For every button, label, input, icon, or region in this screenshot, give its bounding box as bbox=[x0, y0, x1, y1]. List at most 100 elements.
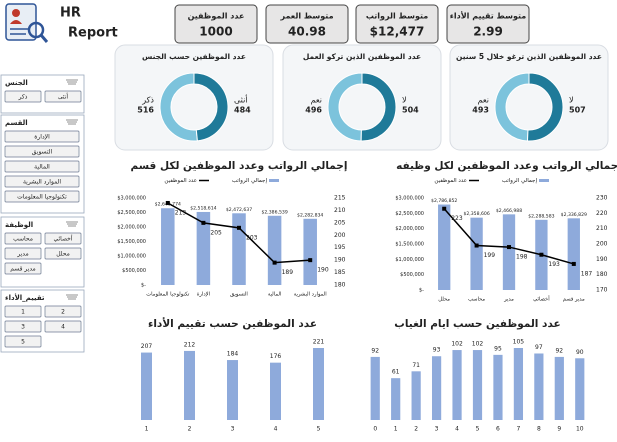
slicer-button[interactable] bbox=[4, 160, 80, 173]
slicer-item[interactable]: محلل bbox=[56, 251, 70, 258]
slicer-button[interactable] bbox=[4, 190, 80, 203]
slicer-item[interactable]: مدير bbox=[16, 251, 28, 258]
slicer-button[interactable] bbox=[4, 130, 80, 143]
donut-category: أنثى bbox=[234, 95, 248, 105]
slicer-item[interactable]: المالية bbox=[34, 164, 50, 171]
bar bbox=[502, 214, 516, 290]
bar-value-label: 176 bbox=[270, 353, 282, 360]
bar bbox=[313, 348, 324, 420]
bar bbox=[470, 217, 483, 290]
slicer-button[interactable] bbox=[44, 232, 82, 245]
bar bbox=[141, 352, 152, 420]
kpi-card bbox=[355, 4, 439, 44]
bar-value-label: 97 bbox=[535, 344, 543, 351]
donut-value: 516 bbox=[137, 106, 154, 115]
x-tick-label: 1 bbox=[394, 426, 398, 433]
slicer-button[interactable] bbox=[4, 90, 42, 103]
slicer-item[interactable]: أنثى bbox=[58, 93, 68, 101]
y2-tick-label: 195 bbox=[334, 244, 346, 251]
kpi-label: متوسط العمر bbox=[279, 12, 333, 21]
donut-category: نعم bbox=[311, 96, 322, 105]
slicer-item[interactable]: أخصائي bbox=[53, 235, 72, 243]
y2-tick-label: 200 bbox=[596, 241, 608, 248]
line-value-label: 205 bbox=[210, 229, 222, 236]
line-value-label: 190 bbox=[317, 267, 329, 274]
slicer-item[interactable]: مدير قسم bbox=[10, 266, 35, 273]
bar-value-label: 221 bbox=[313, 339, 325, 346]
slicer-title: الوظيفة bbox=[5, 221, 33, 229]
slicer-item[interactable]: الموارد البشرية bbox=[23, 179, 61, 186]
y2-tick-label: 190 bbox=[334, 257, 346, 264]
bar bbox=[438, 204, 451, 290]
slicer-item[interactable]: الإدارة bbox=[34, 134, 50, 141]
y-tick-label: $- bbox=[419, 288, 424, 294]
chart-title: عدد الموظفين حسب الجنس bbox=[142, 52, 246, 61]
y-tick-label: $1,000,000 bbox=[117, 254, 146, 260]
slicer-button[interactable] bbox=[4, 145, 80, 158]
slicer-item[interactable]: 2 bbox=[61, 309, 65, 316]
donut-value: 484 bbox=[234, 106, 251, 115]
line-marker bbox=[539, 252, 544, 257]
slicer-button[interactable] bbox=[44, 90, 82, 103]
bar-value-label: 90 bbox=[576, 349, 584, 356]
slicer-item[interactable]: 4 bbox=[61, 324, 65, 331]
bar bbox=[452, 350, 462, 420]
x-tick-label: 9 bbox=[557, 426, 561, 433]
slicer-item[interactable]: 3 bbox=[21, 324, 25, 331]
kpi-value: 1000 bbox=[199, 25, 232, 39]
y-tick-label: $- bbox=[141, 283, 146, 289]
line-value-label: 213 bbox=[175, 209, 187, 216]
slicer-item[interactable]: محاسب bbox=[13, 236, 33, 243]
y2-tick-label: 180 bbox=[334, 282, 346, 289]
report-title: HR bbox=[60, 6, 81, 21]
bar-value-label: 105 bbox=[513, 339, 525, 346]
line-value-label: 193 bbox=[548, 261, 560, 268]
bar bbox=[267, 215, 282, 285]
bar bbox=[232, 213, 246, 285]
donut-value: 496 bbox=[305, 106, 322, 115]
slicer-item[interactable]: 5 bbox=[21, 339, 25, 346]
x-tick-label: أخصائي bbox=[533, 295, 550, 303]
legend-label: عدد الموظفين bbox=[164, 178, 197, 184]
x-tick-label: 3 bbox=[435, 426, 439, 433]
bar bbox=[391, 378, 401, 420]
bar-value-label: 102 bbox=[451, 341, 463, 348]
slicer-button[interactable] bbox=[44, 247, 82, 260]
donut-category: ذكر bbox=[141, 96, 154, 105]
slicer-button[interactable] bbox=[4, 247, 42, 260]
slicer-item[interactable]: تكنولوجيا المعلومات bbox=[17, 194, 67, 201]
line-marker bbox=[272, 260, 277, 265]
x-tick-label: 1 bbox=[145, 426, 149, 433]
kpi-card bbox=[265, 4, 349, 44]
slicer-button[interactable] bbox=[4, 320, 42, 333]
x-tick-label: 0 bbox=[373, 426, 377, 433]
slicer-title: تقييم_الأداء bbox=[5, 293, 45, 302]
bar-value-label: $2,282,834 bbox=[297, 212, 323, 218]
kpi-value: 2.99 bbox=[473, 25, 503, 39]
slicer-item[interactable]: 1 bbox=[21, 309, 25, 316]
kpi-card bbox=[174, 4, 258, 44]
x-tick-label: الإدارة bbox=[197, 292, 210, 298]
line-marker bbox=[474, 243, 479, 248]
kpi-label: متوسط الرواتب bbox=[366, 12, 428, 21]
kpi-label: متوسط تقييم الأداء bbox=[450, 11, 526, 21]
y-tick-label: $500,000 bbox=[122, 268, 146, 274]
slicer-button[interactable] bbox=[4, 232, 42, 245]
slicer-item[interactable]: ذكر bbox=[18, 94, 28, 101]
slicer-button[interactable] bbox=[4, 175, 80, 188]
slicer-button[interactable] bbox=[4, 335, 42, 348]
slicer-button[interactable] bbox=[4, 305, 42, 318]
bar-value-label: $2,472,637 bbox=[226, 207, 252, 213]
chart-title: عدد الموظفين حسب ايام الغياب bbox=[394, 318, 560, 330]
bar-value-label: 184 bbox=[227, 351, 239, 358]
x-tick-label: مدير قسم bbox=[563, 297, 585, 303]
bar-value-label: $2,786,852 bbox=[431, 198, 457, 204]
slicer-item[interactable]: التسويق bbox=[32, 149, 53, 156]
slicer-button[interactable] bbox=[44, 320, 82, 333]
y-tick-label: $1,500,000 bbox=[117, 239, 146, 245]
y2-tick-label: 215 bbox=[334, 195, 346, 202]
bar-value-label: $2,466,988 bbox=[496, 208, 522, 214]
slicer-button[interactable] bbox=[4, 262, 42, 275]
slicer-button[interactable] bbox=[44, 305, 82, 318]
